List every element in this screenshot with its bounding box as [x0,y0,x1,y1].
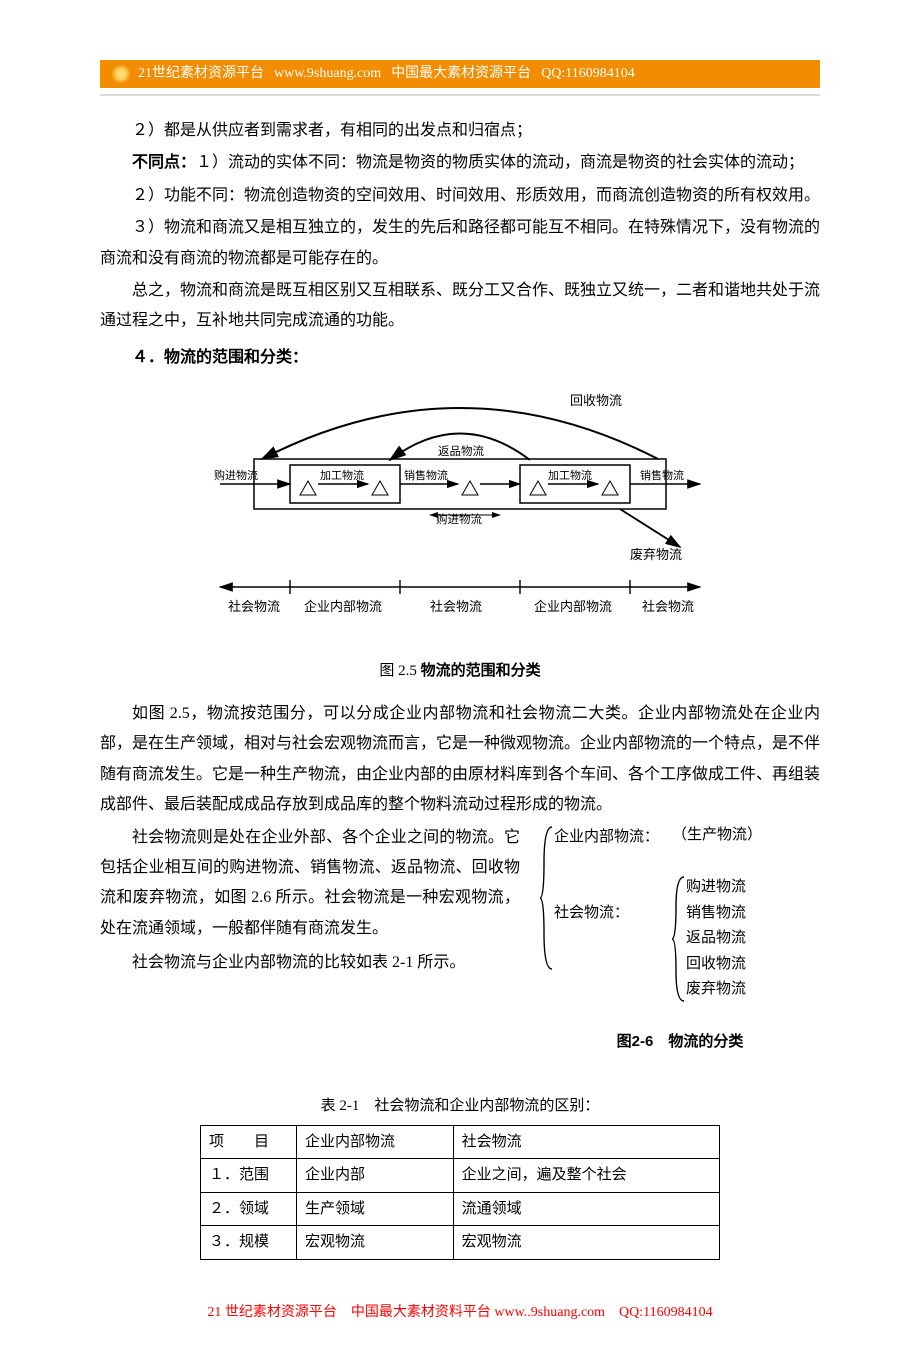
tree-right-top: （生产物流） [672,823,820,849]
th-2: 社会物流 [453,1125,719,1159]
bottom-internal-1: 企业内部物流 [304,599,382,614]
figure-2-5-svg: 回收物流 返品物流 购进物流 加工物流 [200,387,720,648]
table-row: ２．领域 生产领域 流通领域 [201,1192,720,1226]
label-return: 返品物流 [438,444,484,458]
para-2-lead: 不同点： [132,154,196,171]
page: 21世纪素材资源平台 www.9shuang.com 中国最大素材资源平台 QQ… [0,60,920,1366]
bottom-social-2: 社会物流 [430,599,482,614]
para-2: 不同点：１）流动的实体不同：物流是物资的物质实体的流动，商流是物资的社会实体的流… [100,148,820,178]
para-2-rest: １）流动的实体不同：物流是物资的物质实体的流动，商流是物资的社会实体的流动； [196,154,804,171]
table-row: ３．规模 宏观物流 宏观物流 [201,1226,720,1260]
para-6: 如图 2.5，物流按范围分，可以分成企业内部物流和社会物流二大类。企业内部物流处… [100,699,820,821]
tree-item-0: 购进物流 [686,875,820,901]
table-2-1-caption: 表 2-1 社会物流和企业内部物流的区别： [100,1092,820,1121]
side-text: 社会物流则是处在企业外部、各个企业之间的物流。它包括企业相互间的购进物流、销售物… [100,823,520,981]
r1c1: 生产领域 [297,1192,454,1226]
label-process-2: 加工物流 [548,468,592,482]
r0c1: 企业内部 [297,1159,454,1193]
tree-items: 购进物流 销售物流 返品物流 回收物流 废弃物流 [686,875,820,1003]
header-banner: 21世纪素材资源平台 www.9shuang.com 中国最大素材资源平台 QQ… [100,60,820,88]
content: ２）都是从供应者到需求者，有相同的出发点和归宿点； 不同点：１）流动的实体不同：… [0,116,920,1326]
r0c0: １．范围 [201,1159,297,1193]
table-row: １．范围 企业内部 企业之间，遍及整个社会 [201,1159,720,1193]
label-purchase-l: 购进物流 [214,468,258,482]
header-rule [100,94,820,96]
header-qq: QQ:1160984104 [541,61,635,88]
r2c0: ３．规模 [201,1226,297,1260]
figure-2-6-caption: 图2-6 物流的分类 [540,1028,820,1057]
small-brace [672,875,686,1014]
figure-2-6: 企业内部物流： （生产物流） 社会物流： 购进物流 [540,823,820,1057]
tree-left-2: 社会物流： [554,875,672,928]
table-2-1: 项 目 企业内部物流 社会物流 １．范围 企业内部 企业之间，遍及整个社会 ２．… [200,1125,720,1260]
tree-item-1: 销售物流 [686,901,820,927]
fig25-cap-pre: 图 2.5 [379,663,420,679]
tree-left-1: 企业内部物流： [554,823,672,852]
tree-item-4: 废弃物流 [686,977,820,1003]
r2c2: 宏观物流 [453,1226,719,1260]
label-sale-1: 销售物流 [404,468,448,482]
label-waste: 废弃物流 [630,547,682,562]
r1c2: 流通领域 [453,1192,719,1226]
bottom-internal-2: 企业内部物流 [534,599,612,614]
para-5: 总之，物流和商流是既互相区别又互相联系、既分工又合作、既独立又统一，二者和谐地共… [100,276,820,337]
heading-4: ４．物流的范围和分类： [100,343,820,373]
side-by-side-block: 社会物流则是处在企业外部、各个企业之间的物流。它包括企业相互间的购进物流、销售物… [100,823,820,1057]
logo-icon [110,65,132,83]
r1c0: ２．领域 [201,1192,297,1226]
table-row: 项 目 企业内部物流 社会物流 [201,1125,720,1159]
fig25-cap-bold: 物流的范围和分类 [421,662,541,679]
r0c2: 企业之间，遍及整个社会 [453,1159,719,1193]
header-site-title: 21世纪素材资源平台 [138,61,264,88]
figure-2-5: 回收物流 返品物流 购进物流 加工物流 [200,387,720,648]
th-0: 项 目 [201,1125,297,1159]
r2c1: 宏观物流 [297,1226,454,1260]
label-recycle: 回收物流 [570,393,622,408]
label-purchase-mid: 购进物流 [436,512,482,526]
big-brace [540,823,554,984]
para-1: ２）都是从供应者到需求者，有相同的出发点和归宿点； [100,116,820,146]
bottom-social-1: 社会物流 [228,599,280,614]
para-4: ３）物流和商流又是相互独立的，发生的先后和路径都可能互不相同。在特殊情况下，没有… [100,213,820,274]
tree: 企业内部物流： （生产物流） 社会物流： 购进物流 [540,823,820,1014]
footer-text: 21 世纪素材资源平台 中国最大素材资料平台 www..9shuang.com … [100,1300,820,1327]
tree-item-3: 回收物流 [686,952,820,978]
para-8: 社会物流与企业内部物流的比较如表 2-1 所示。 [100,948,520,978]
para-3: ２）功能不同：物流创造物资的空间效用、时间效用、形质效用，而商流创造物资的所有权… [100,181,820,211]
label-sale-2: 销售物流 [640,468,684,482]
figure-2-5-caption: 图 2.5 物流的范围和分类 [100,657,820,686]
th-1: 企业内部物流 [297,1125,454,1159]
tree-item-2: 返品物流 [686,926,820,952]
bottom-social-3: 社会物流 [642,599,694,614]
header-tagline: 中国最大素材资源平台 [391,61,531,88]
label-process-1: 加工物流 [320,468,364,482]
para-7: 社会物流则是处在企业外部、各个企业之间的物流。它包括企业相互间的购进物流、销售物… [100,823,520,945]
header-url: www.9shuang.com [274,61,381,88]
